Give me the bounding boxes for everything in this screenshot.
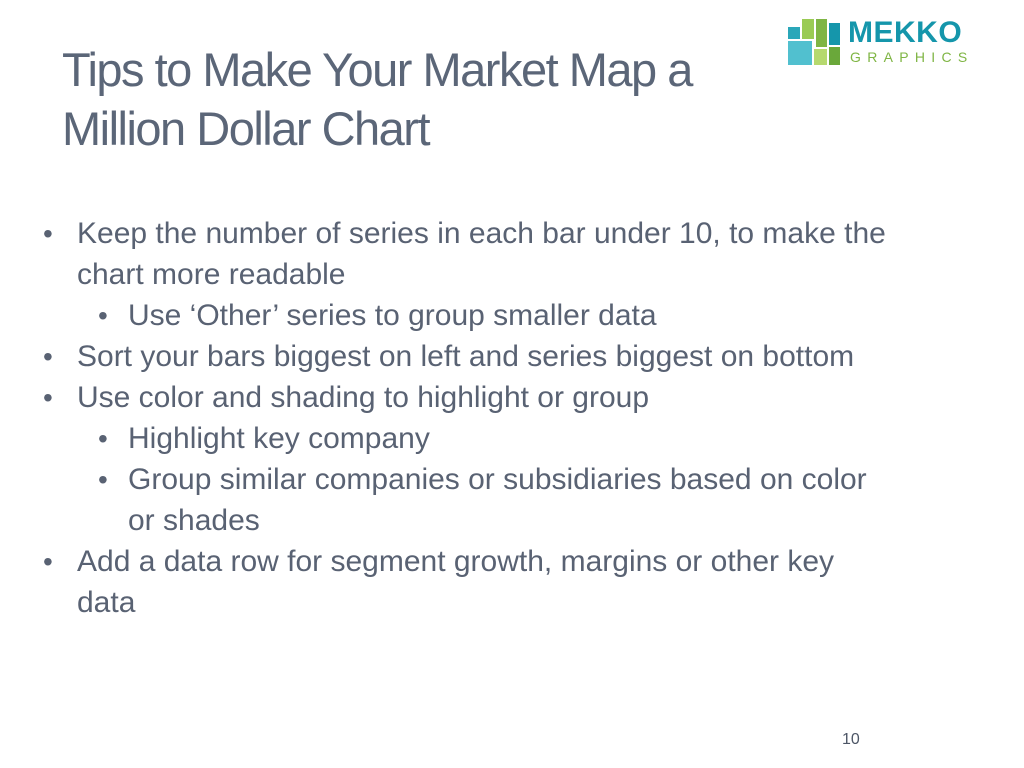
logo-block-green-mid <box>816 19 827 47</box>
bullet-glyph: • <box>43 382 53 413</box>
sub-bullet-item: • Group similar companies or subsidiaries… <box>0 459 898 541</box>
bullet-list: • Keep the number of series in each bar u… <box>0 213 1024 623</box>
bullet-text: Group similar companies or subsidiaries … <box>128 463 867 537</box>
logo-block-teal-left <box>788 27 800 39</box>
bullet-glyph: • <box>43 546 53 577</box>
slide-title-line-2: Million Dollar Chart <box>62 102 431 155</box>
mekko-graphics-logo: MEKKO GRAPHICS <box>788 16 1003 67</box>
bullet-glyph: • <box>98 300 108 331</box>
sub-bullet-item: • Use ‘Other’ series to group smaller dat… <box>0 295 898 336</box>
bullet-item: • Add a data row for segment growth, marg… <box>0 541 887 623</box>
slide-title-line-1: Tips to Make Your Market Map a <box>62 43 693 96</box>
bullet-glyph: • <box>43 341 53 372</box>
bullet-text: Add a data row for segment growth, margi… <box>77 545 835 619</box>
slide-title: Tips to Make Your Market Map a Million D… <box>62 40 782 158</box>
bullet-glyph: • <box>98 464 108 495</box>
sub-bullet-item: • Highlight key company <box>0 418 898 459</box>
logo-subword: GRAPHICS <box>850 49 974 65</box>
bullet-item: • Sort your bars biggest on left and seri… <box>0 336 887 377</box>
bullet-glyph: • <box>98 423 108 454</box>
logo-block-teal-right <box>829 23 840 45</box>
logo-block-teal-bottom <box>788 41 812 65</box>
bullet-text: Sort your bars biggest on left and serie… <box>77 340 855 373</box>
bullet-text: Use color and shading to highlight or gr… <box>77 381 650 414</box>
logo-block-green-bottom <box>829 47 840 65</box>
bullet-item: • Keep the number of series in each bar u… <box>0 213 887 295</box>
logo-wordmark: MEKKO <box>848 16 963 49</box>
logo-mark-icon <box>788 19 840 65</box>
bullet-text: Keep the number of series in each bar un… <box>77 217 886 291</box>
bullet-item: • Use color and shading to highlight or g… <box>0 377 887 418</box>
page-number: 10 <box>842 731 860 748</box>
bullet-glyph: • <box>43 218 53 249</box>
bullet-text: Highlight key company <box>128 422 430 455</box>
logo-block-lime-top <box>802 19 814 39</box>
bullet-text: Use ‘Other’ series to group smaller data <box>128 299 657 332</box>
logo-block-lime-bottom <box>814 49 827 65</box>
